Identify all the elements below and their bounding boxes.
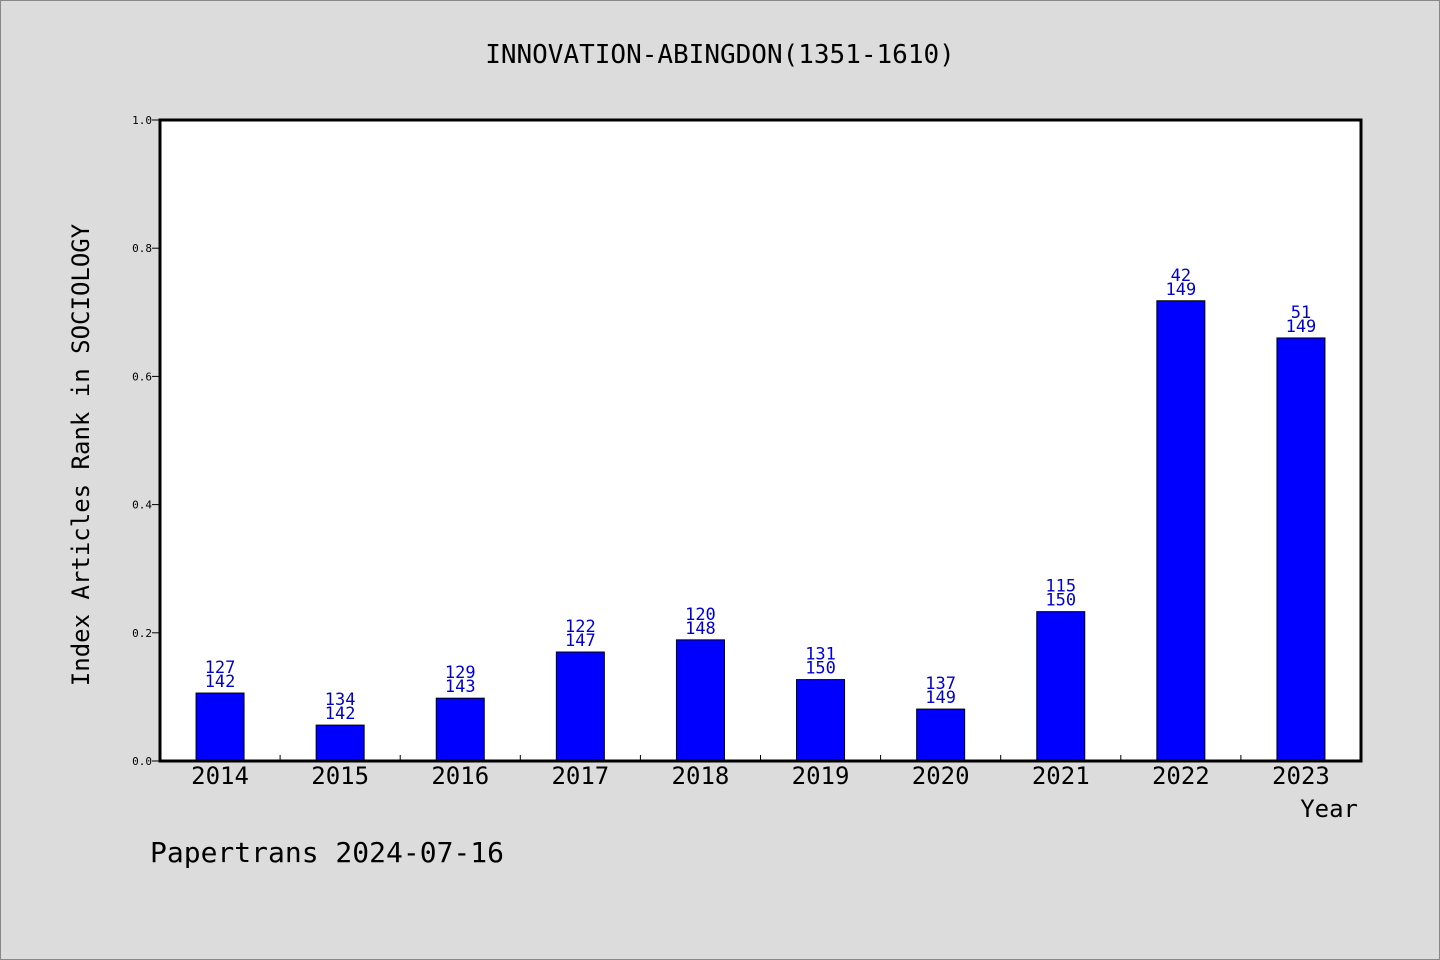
bar-label-rank: 122 bbox=[565, 617, 596, 637]
x-tick-label: 2019 bbox=[792, 762, 850, 790]
bar-label-total: 149 bbox=[1165, 280, 1196, 300]
bars bbox=[195, 300, 1326, 762]
bar bbox=[315, 724, 365, 762]
x-tick-label: 2017 bbox=[551, 762, 609, 790]
bar bbox=[435, 697, 485, 762]
bar-label-rank: 129 bbox=[445, 663, 476, 683]
x-tick-label: 2020 bbox=[912, 762, 970, 790]
x-tick-label: 2021 bbox=[1032, 762, 1090, 790]
x-tick-label: 2023 bbox=[1272, 762, 1330, 790]
bar-label-total: 143 bbox=[445, 677, 476, 697]
bar-label-rank: 115 bbox=[1045, 577, 1076, 597]
bar-label-total: 149 bbox=[1286, 317, 1317, 337]
bar-label-total: 147 bbox=[565, 631, 596, 651]
bar-label-rank: 120 bbox=[685, 605, 716, 625]
x-axis: 2014 2015 2016 2017 2018 2019 2020 2021 2022 2023 bbox=[191, 755, 1330, 790]
bar-labels: 1271421341421291431221471201481311501371… bbox=[205, 266, 1317, 724]
footer-text: Papertrans 2024-07-16 bbox=[150, 836, 504, 869]
bar-label-rank: 134 bbox=[325, 690, 356, 710]
y-tick-label: 0.6 bbox=[132, 370, 152, 383]
bar-label-total: 149 bbox=[925, 688, 956, 708]
y-axis-label: Index Articles Rank in SOCIOLOGY bbox=[67, 223, 95, 686]
x-tick-label: 2022 bbox=[1152, 762, 1210, 790]
bar bbox=[195, 692, 245, 762]
x-tick-label: 2018 bbox=[672, 762, 730, 790]
chart-title: INNOVATION-ABINGDON(1351-1610) bbox=[485, 40, 955, 70]
bar bbox=[916, 708, 966, 762]
x-axis-label: Year bbox=[1300, 795, 1358, 823]
bar bbox=[675, 639, 725, 762]
bar-label-rank: 127 bbox=[205, 658, 236, 678]
x-tick-label: 2016 bbox=[431, 762, 489, 790]
bar bbox=[796, 679, 846, 762]
bar-label-total: 150 bbox=[1045, 591, 1076, 611]
y-axis: 0.0 0.2 0.4 0.6 0.8 1.0 bbox=[132, 114, 160, 768]
bar-label-rank: 51 bbox=[1291, 303, 1311, 323]
bar-label-total: 142 bbox=[325, 704, 356, 724]
bar bbox=[1156, 300, 1206, 762]
bar-label-rank: 137 bbox=[925, 674, 956, 694]
x-tick-label: 2014 bbox=[191, 762, 249, 790]
y-tick-label: 0.8 bbox=[132, 242, 152, 255]
bar bbox=[555, 651, 605, 762]
bar-label-rank: 131 bbox=[805, 645, 836, 665]
bar-label-rank: 42 bbox=[1171, 266, 1191, 286]
y-tick-label: 0.4 bbox=[132, 499, 152, 512]
bar bbox=[1036, 611, 1086, 762]
bar-label-total: 148 bbox=[685, 619, 716, 639]
plot-border bbox=[158, 118, 1363, 763]
bar bbox=[1276, 337, 1326, 762]
y-tick-label: 1.0 bbox=[132, 114, 152, 127]
bar-label-total: 142 bbox=[205, 672, 236, 692]
bar-label-total: 150 bbox=[805, 659, 836, 679]
y-tick-label: 0.0 bbox=[132, 755, 152, 768]
x-tick-label: 2015 bbox=[311, 762, 369, 790]
y-tick-label: 0.2 bbox=[132, 627, 152, 640]
